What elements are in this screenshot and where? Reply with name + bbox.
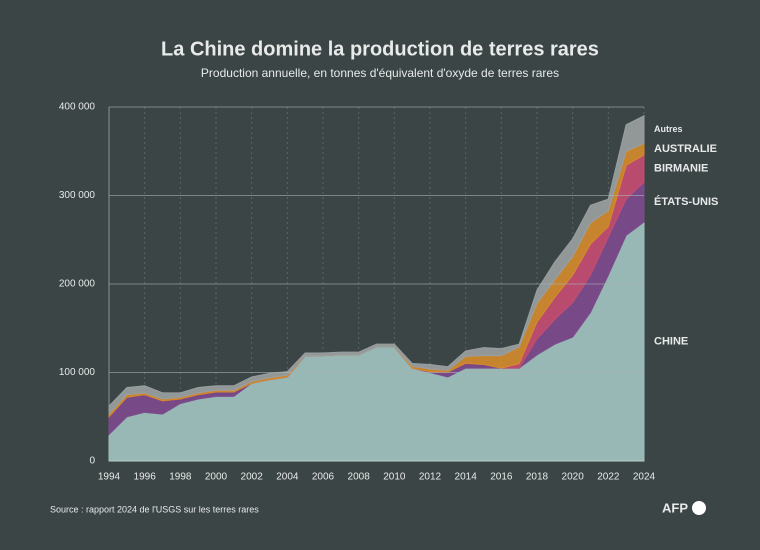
legend-label: ÉTATS-UNIS: [654, 195, 718, 208]
x-tick-label: 2016: [490, 472, 513, 483]
x-tick-label: 2024: [633, 472, 656, 483]
y-tick-label: 300 000: [59, 190, 96, 201]
x-tick-label: 2014: [455, 472, 478, 483]
x-tick-label: 1998: [169, 472, 192, 483]
chart-title: La Chine domine la production de terres …: [161, 38, 599, 60]
x-tick-label: 2000: [205, 472, 228, 483]
y-tick-label: 0: [89, 456, 95, 467]
x-tick-label: 1994: [98, 472, 121, 483]
y-tick-label: 400 000: [59, 102, 96, 113]
legend-label: Autres: [654, 124, 683, 134]
area: [108, 115, 645, 416]
source: Source : rapport 2024 de l'USGS sur les …: [50, 504, 259, 514]
chart-subtitle: Production annuelle, en tonnes d'équival…: [201, 66, 559, 80]
y-tick-label: 100 000: [59, 367, 96, 378]
x-tick-label: 1996: [134, 472, 157, 483]
x-tick-label: 2018: [526, 472, 549, 483]
legend-label: AUSTRALIE: [654, 143, 717, 155]
x-tick-label: 2002: [241, 472, 264, 483]
x-tick-label: 2008: [348, 472, 371, 483]
x-tick-label: 2010: [383, 472, 406, 483]
logo: AFP: [662, 500, 688, 515]
x-tick-label: 2012: [419, 472, 442, 483]
x-tick-label: 2022: [597, 472, 620, 483]
legend-label: BIRMANIE: [654, 162, 708, 174]
x-tick-label: 2020: [562, 472, 585, 483]
x-tick-label: 2004: [276, 472, 299, 483]
legend-label: CHINE: [654, 335, 688, 347]
x-tick-label: 2006: [312, 472, 335, 483]
logo-dot: [692, 501, 706, 515]
y-tick-label: 200 000: [59, 279, 96, 290]
